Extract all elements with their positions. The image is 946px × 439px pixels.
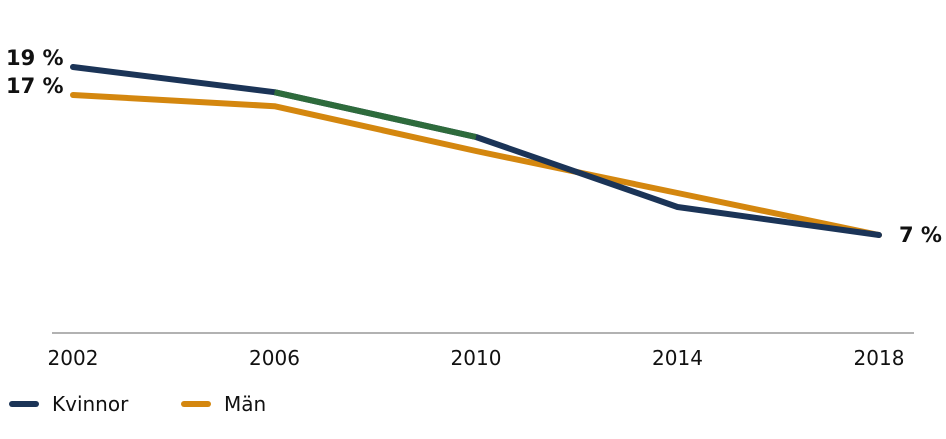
x-tick-labels: 2002 2006 2010 2014 2018: [48, 346, 905, 370]
data-label-m-n-2018: 7 %: [899, 223, 942, 247]
data-label-kvinnor-2002: 19 %: [6, 46, 64, 70]
series-highlight-kvinnor: [273, 89, 477, 140]
x-tick-label-2006: 2006: [249, 346, 300, 370]
x-tick-label-2018: 2018: [854, 346, 905, 370]
x-tick-label-2010: 2010: [451, 346, 502, 370]
series-line-m-n: [70, 92, 882, 238]
series-lines: [70, 64, 882, 238]
x-tick-label-2014: 2014: [652, 346, 703, 370]
data-label-m-n-2002: 17 %: [6, 74, 64, 98]
data-labels: 19 % 17 % 7 %: [6, 46, 942, 247]
legend: Kvinnor Män: [9, 392, 266, 416]
legend-label-kvinnor: Kvinnor: [52, 392, 129, 416]
x-tick-label-2002: 2002: [48, 346, 99, 370]
legend-label-m-n: Män: [224, 392, 266, 416]
